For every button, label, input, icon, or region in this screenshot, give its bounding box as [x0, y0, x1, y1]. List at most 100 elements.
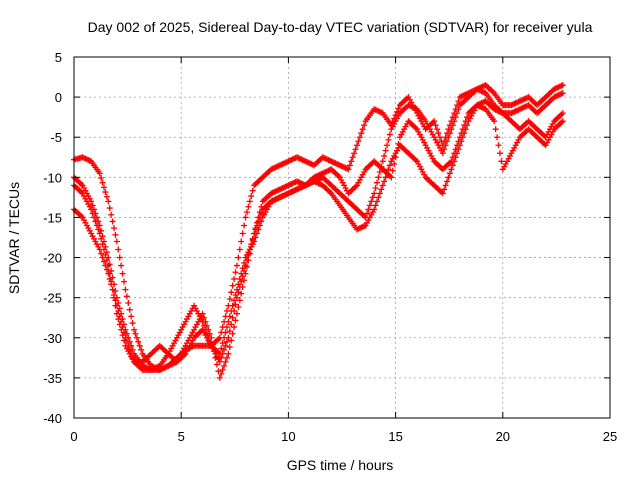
data-point: [243, 263, 250, 270]
data-point: [215, 368, 222, 375]
x-tick-label: 0: [70, 429, 77, 444]
data-point: [439, 190, 446, 197]
x-axis-title: GPS time / hours: [287, 457, 394, 473]
data-point: [201, 322, 208, 329]
data-point: [232, 317, 239, 324]
data-point: [442, 142, 449, 149]
data-point: [386, 131, 393, 138]
data-point: [385, 136, 392, 143]
data-point: [441, 186, 448, 193]
data-point: [435, 130, 442, 137]
y-axis-title: SDTVAR / TECUs: [6, 182, 22, 294]
data-point: [99, 254, 106, 261]
data-point: [108, 278, 115, 285]
data-point: [89, 202, 96, 209]
data-point: [218, 354, 225, 361]
data-point: [253, 230, 260, 237]
data-point: [128, 313, 135, 320]
data-point: [223, 354, 230, 361]
data-point: [122, 286, 129, 293]
data-point: [384, 142, 391, 149]
data-point: [251, 238, 258, 245]
data-point: [135, 338, 142, 345]
data-point: [216, 350, 223, 357]
data-point: [382, 174, 389, 181]
data-point: [92, 218, 99, 225]
data-point: [106, 205, 113, 212]
data-point: [233, 286, 240, 293]
data-point: [559, 90, 566, 97]
data-point: [368, 198, 375, 205]
data-point: [118, 326, 125, 333]
data-point: [392, 154, 399, 161]
data-point: [109, 218, 116, 225]
data-point: [448, 126, 455, 133]
data-point: [91, 214, 98, 221]
data-point: [241, 259, 248, 266]
data-point: [219, 366, 226, 373]
data-point: [116, 321, 123, 328]
data-point: [454, 110, 461, 117]
data-point: [229, 330, 236, 337]
data-point: [372, 185, 379, 192]
series-track-2: [71, 86, 566, 381]
data-point: [389, 167, 396, 174]
data-point: [123, 330, 130, 337]
data-point: [111, 225, 118, 232]
data-point: [239, 230, 246, 237]
data-point: [461, 122, 468, 129]
data-point: [364, 210, 371, 217]
data-point: [228, 289, 235, 296]
data-point: [229, 314, 236, 321]
data-point: [243, 209, 250, 216]
y-tick-label: -10: [43, 170, 62, 185]
data-point: [351, 150, 358, 157]
data-point: [348, 158, 355, 165]
data-point: [379, 182, 386, 189]
data-point: [455, 138, 462, 145]
data-point: [452, 114, 459, 121]
data-point: [369, 194, 376, 201]
data-point: [228, 337, 235, 344]
data-point: [96, 230, 103, 237]
data-point: [101, 184, 108, 191]
data-point: [111, 294, 118, 301]
y-tick-label: -5: [50, 130, 62, 145]
data-point: [235, 281, 242, 288]
data-point: [436, 134, 443, 141]
data-point: [492, 126, 499, 133]
data-point: [445, 174, 452, 181]
data-point: [223, 324, 230, 331]
data-point: [394, 147, 401, 154]
data-point: [432, 122, 439, 129]
data-point: [101, 246, 108, 253]
data-point: [449, 162, 456, 169]
data-point: [392, 112, 399, 119]
data-point: [231, 275, 238, 282]
data-point: [355, 138, 362, 145]
y-tick-label: 0: [55, 90, 62, 105]
data-point: [129, 320, 136, 327]
data-point: [229, 302, 236, 309]
y-tick-label: 5: [55, 50, 62, 65]
data-point: [235, 254, 242, 261]
data-point: [103, 257, 110, 264]
data-point: [249, 187, 256, 194]
data-point: [349, 154, 356, 161]
data-point: [98, 175, 105, 182]
data-point: [216, 358, 223, 365]
data-point: [116, 254, 123, 261]
data-point: [136, 342, 143, 349]
data-point: [391, 160, 398, 167]
data-point: [446, 130, 453, 137]
data-point: [354, 142, 361, 149]
data-point: [559, 110, 566, 117]
data-point: [442, 182, 449, 189]
data-point: [371, 206, 378, 213]
data-point: [455, 106, 462, 113]
data-point: [96, 170, 103, 177]
data-point: [236, 297, 243, 304]
data-point: [113, 310, 120, 317]
data-point: [115, 316, 122, 323]
